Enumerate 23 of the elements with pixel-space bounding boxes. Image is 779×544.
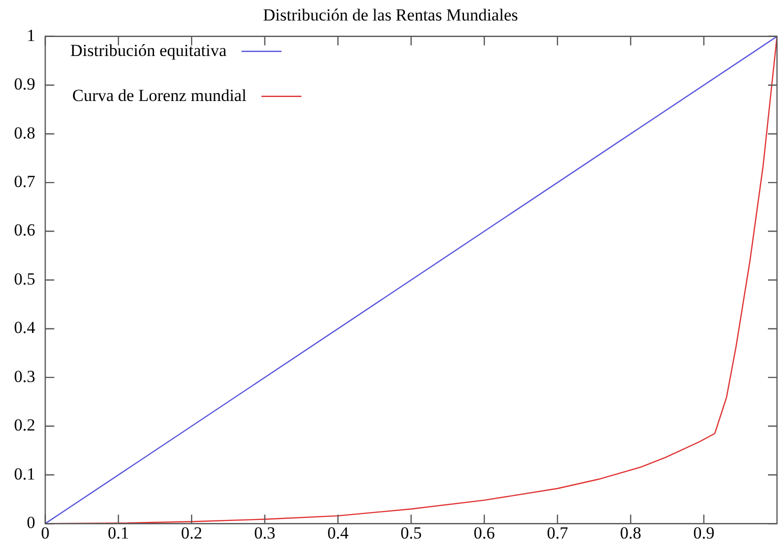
x-tick-label: 0.8 — [620, 523, 642, 542]
y-tick-label: 1 — [26, 26, 36, 45]
y-tick-label: 0.8 — [14, 123, 36, 142]
y-tick-label: 0.2 — [14, 416, 36, 435]
x-tick-label: 0.5 — [400, 523, 422, 542]
y-tick-label: 0.7 — [14, 172, 36, 192]
y-tick-label: 0.6 — [14, 220, 36, 240]
x-tick-label: 0.2 — [180, 523, 202, 542]
y-tick-label: 0.3 — [14, 366, 36, 386]
chart-title: Distribución de las Rentas Mundiales — [263, 6, 518, 25]
y-tick-label: 0.1 — [14, 464, 36, 484]
legend-label: Distribución equitativa — [70, 40, 227, 60]
x-tick-label: 0.1 — [108, 523, 130, 542]
x-tick-label: 0.6 — [474, 523, 495, 542]
x-tick-label: 0 — [41, 523, 50, 542]
legend-label: Curva de Lorenz mundial — [72, 86, 247, 105]
y-tick-label: 0.9 — [14, 74, 36, 94]
y-tick-label: 0.5 — [14, 269, 36, 288]
y-tick-label: 0.4 — [14, 318, 36, 338]
x-tick-label: 0.4 — [327, 523, 350, 542]
x-tick-label: 0.3 — [254, 523, 276, 542]
x-tick-label: 0.7 — [546, 523, 569, 542]
x-tick-label: 0.9 — [693, 523, 714, 542]
